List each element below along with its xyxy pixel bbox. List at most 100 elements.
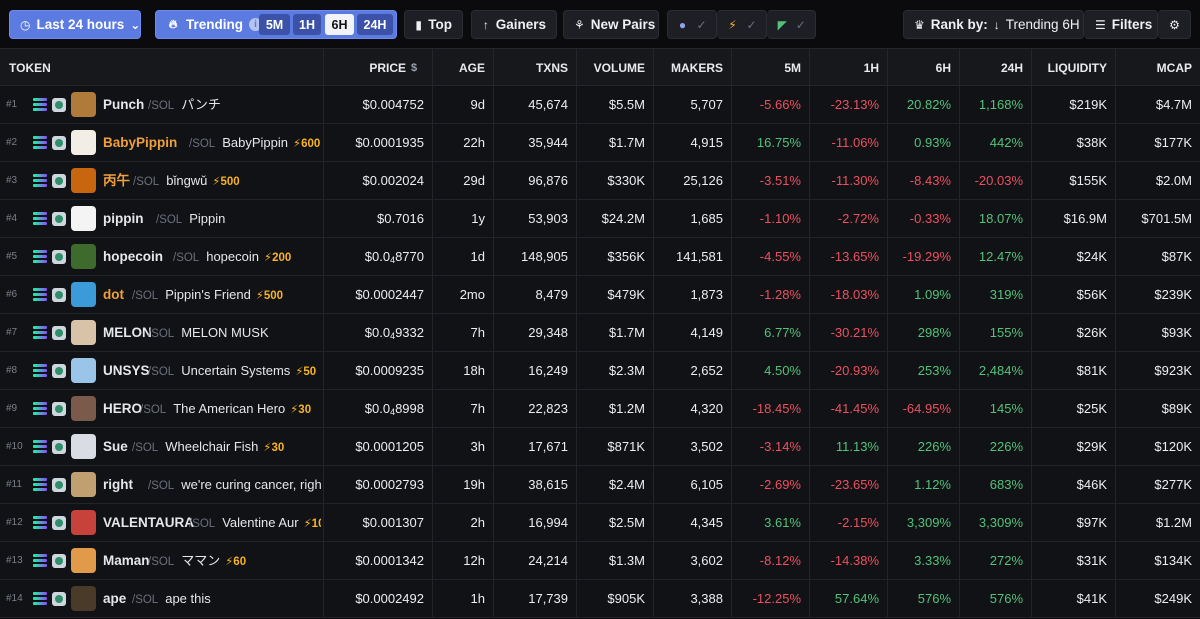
column-header-m5[interactable]: 5M bbox=[784, 61, 801, 75]
column-header-token[interactable]: TOKEN bbox=[9, 61, 51, 75]
bar-chart-icon: ▮ bbox=[415, 17, 422, 32]
cell-price: $0.0002492 bbox=[355, 591, 424, 606]
cell-h24: 1,168% bbox=[978, 97, 1023, 112]
cell-h6: 576% bbox=[917, 591, 951, 606]
column-header-mcap[interactable]: MCAP bbox=[1156, 61, 1192, 75]
cell-txns: 22,823 bbox=[528, 401, 568, 416]
trending-option-24h[interactable]: 24H bbox=[357, 14, 393, 35]
gear-icon: ⚙ bbox=[1169, 17, 1180, 32]
table-row[interactable]: #13 Maman/SOL ママン ⚡60 $0.0001342 12h 24,214 $1.… bbox=[0, 542, 1200, 580]
boost-badge: ⚡30 bbox=[290, 404, 312, 416]
profile-filter-toggle[interactable]: ● ✓ bbox=[667, 10, 717, 39]
token-symbol[interactable]: hopecoin bbox=[103, 249, 163, 264]
token-symbol[interactable]: right bbox=[103, 477, 133, 492]
price-zero-count: 4 bbox=[390, 331, 396, 341]
table-row[interactable]: #14 ape/SOL ape this $0.0002492 1h 17,739 $905… bbox=[0, 580, 1200, 618]
cell-h24: 145% bbox=[989, 401, 1023, 416]
table-row[interactable]: #8 UNSYS/SOL Uncertain Systems ⚡50 $0.000923… bbox=[0, 352, 1200, 390]
ads-filter-toggle[interactable]: ◤ ✓ bbox=[767, 10, 816, 39]
token-symbol[interactable]: ape bbox=[103, 591, 127, 606]
table-body: #1 Punch/SOL パンチ $0.004752 9d 45,674 $5.5M 5,70… bbox=[0, 86, 1200, 618]
cell-age: 12h bbox=[463, 553, 485, 568]
token-name: Pippin bbox=[189, 211, 226, 226]
cell-m5: -18.45% bbox=[752, 401, 801, 416]
info-icon[interactable]: i bbox=[249, 18, 262, 31]
rank-by-dropdown[interactable]: ♛ Rank by: ↓ Trending 6H bbox=[903, 10, 1084, 39]
filters-button[interactable]: ☰ Filters bbox=[1084, 10, 1158, 39]
rank-label: #12 bbox=[6, 517, 23, 528]
cell-price: $0.0002793 bbox=[355, 477, 424, 492]
table-row[interactable]: #12 VALENTAURA/SOL Valentine Aur ⚡10 $0.0013… bbox=[0, 504, 1200, 542]
column-header-liquidity[interactable]: LIQUIDITY bbox=[1047, 61, 1107, 75]
dex-icon bbox=[52, 136, 66, 150]
token-avatar bbox=[71, 168, 96, 193]
cell-txns: 16,249 bbox=[528, 363, 568, 378]
boost-badge: ⚡30 bbox=[263, 442, 285, 454]
cell-h1: 11.13% bbox=[835, 439, 879, 454]
column-header-volume[interactable]: VOLUME bbox=[593, 61, 645, 75]
trending-option-1h[interactable]: 1H bbox=[293, 14, 321, 35]
new-pairs-button[interactable]: ⚘ New Pairs bbox=[563, 10, 659, 39]
token-symbol[interactable]: 丙午 bbox=[103, 173, 130, 188]
token-symbol[interactable]: dot bbox=[103, 287, 124, 302]
cell-txns: 35,944 bbox=[528, 135, 568, 150]
table-row[interactable]: #10 Sue/SOL Wheelchair Fish ⚡30 $0.0001205 3h… bbox=[0, 428, 1200, 466]
cell-volume: $905K bbox=[607, 591, 645, 606]
cell-mcap: $277K bbox=[1154, 477, 1192, 492]
cell-price: $0.048770 bbox=[324, 238, 424, 276]
rank-label: #6 bbox=[6, 289, 18, 300]
cell-price: $0.002024 bbox=[362, 173, 424, 188]
column-header-h6[interactable]: 6H bbox=[935, 61, 951, 75]
rank-label: #13 bbox=[6, 555, 23, 566]
token-symbol[interactable]: Sue bbox=[103, 439, 128, 454]
table-row[interactable]: #6 dot/SOL Pippin's Friend ⚡500 $0.0002447 2m… bbox=[0, 276, 1200, 314]
solana-chain-icon bbox=[33, 478, 47, 491]
table-row[interactable]: #4 pippin/SOL Pippin $0.7016 1y 53,903 $24.2M 1… bbox=[0, 200, 1200, 238]
cell-h24: 3,309% bbox=[978, 515, 1023, 530]
table-row[interactable]: #1 Punch/SOL パンチ $0.004752 9d 45,674 $5.5M 5,70… bbox=[0, 86, 1200, 124]
token-avatar bbox=[71, 510, 96, 535]
cell-price: $0.0001935 bbox=[355, 135, 424, 150]
column-header-txns[interactable]: TXNS bbox=[535, 61, 568, 75]
chain-label: /SOL bbox=[189, 518, 216, 530]
token-symbol[interactable]: UNSYS bbox=[103, 363, 150, 378]
column-header-h24[interactable]: 24H bbox=[1000, 61, 1023, 75]
cell-volume: $5.5M bbox=[608, 97, 645, 112]
top-button[interactable]: ▮ Top bbox=[404, 10, 463, 39]
table-row[interactable]: #3 丙午/SOL bǐngwǔ ⚡500 $0.002024 29d 96,876 $330… bbox=[0, 162, 1200, 200]
table-row[interactable]: #11 right/SOL we're curing cancer, right? $… bbox=[0, 466, 1200, 504]
time-filter-dropdown[interactable]: ◷ Last 24 hours ⌄ bbox=[9, 10, 141, 39]
price-main: $0.0 bbox=[364, 249, 391, 264]
cell-h1: 57.64% bbox=[834, 591, 879, 606]
cell-m5: 3.61% bbox=[764, 515, 801, 530]
token-symbol[interactable]: HERO bbox=[103, 401, 143, 416]
rank-by-label: Rank by: bbox=[930, 17, 988, 32]
gainers-button[interactable]: ↑ Gainers bbox=[471, 10, 557, 39]
table-row[interactable]: #2 BabyPippin/SOL BabyPippin ⚡600 $0.0001935… bbox=[0, 124, 1200, 162]
cell-liquidity: $29K bbox=[1076, 439, 1107, 454]
rank-label: #11 bbox=[6, 479, 22, 490]
token-symbol[interactable]: Punch bbox=[103, 97, 145, 112]
cell-liquidity: $81K bbox=[1076, 363, 1107, 378]
trending-option-5m[interactable]: 5M bbox=[259, 14, 290, 35]
cell-volume: $2.5M bbox=[608, 515, 645, 530]
cell-volume: $356K bbox=[607, 249, 645, 264]
cell-m5: -3.14% bbox=[759, 439, 801, 454]
token-symbol[interactable]: MELON bbox=[103, 325, 152, 340]
table-row[interactable]: #7 MELON/SOL MELON MUSK $0.049332 7h 29,348 $1… bbox=[0, 314, 1200, 352]
token-symbol[interactable]: Maman bbox=[103, 553, 150, 568]
token-symbol[interactable]: pippin bbox=[103, 211, 144, 226]
usd-toggle-icon[interactable]: $ bbox=[410, 62, 418, 74]
boost-filter-toggle[interactable]: ⚡︎ ✓ bbox=[717, 10, 767, 39]
column-header-price[interactable]: PRICE bbox=[369, 61, 406, 75]
token-symbol[interactable]: BabyPippin bbox=[103, 135, 178, 150]
table-row[interactable]: #9 HERO/SOL The American Hero ⚡30 $0.048998 7… bbox=[0, 390, 1200, 428]
trending-option-6h[interactable]: 6H bbox=[325, 14, 354, 35]
settings-button[interactable]: ⚙ bbox=[1158, 10, 1191, 39]
column-header-makers[interactable]: MAKERS bbox=[670, 61, 723, 75]
table-row[interactable]: #5 hopecoin/SOL hopecoin ⚡200 $0.048770 1d 148… bbox=[0, 238, 1200, 276]
column-header-h1[interactable]: 1H bbox=[863, 61, 879, 75]
column-header-age[interactable]: AGE bbox=[458, 61, 485, 75]
rank-label: #2 bbox=[6, 137, 18, 148]
token-symbol[interactable]: VALENTAURA bbox=[103, 515, 194, 530]
